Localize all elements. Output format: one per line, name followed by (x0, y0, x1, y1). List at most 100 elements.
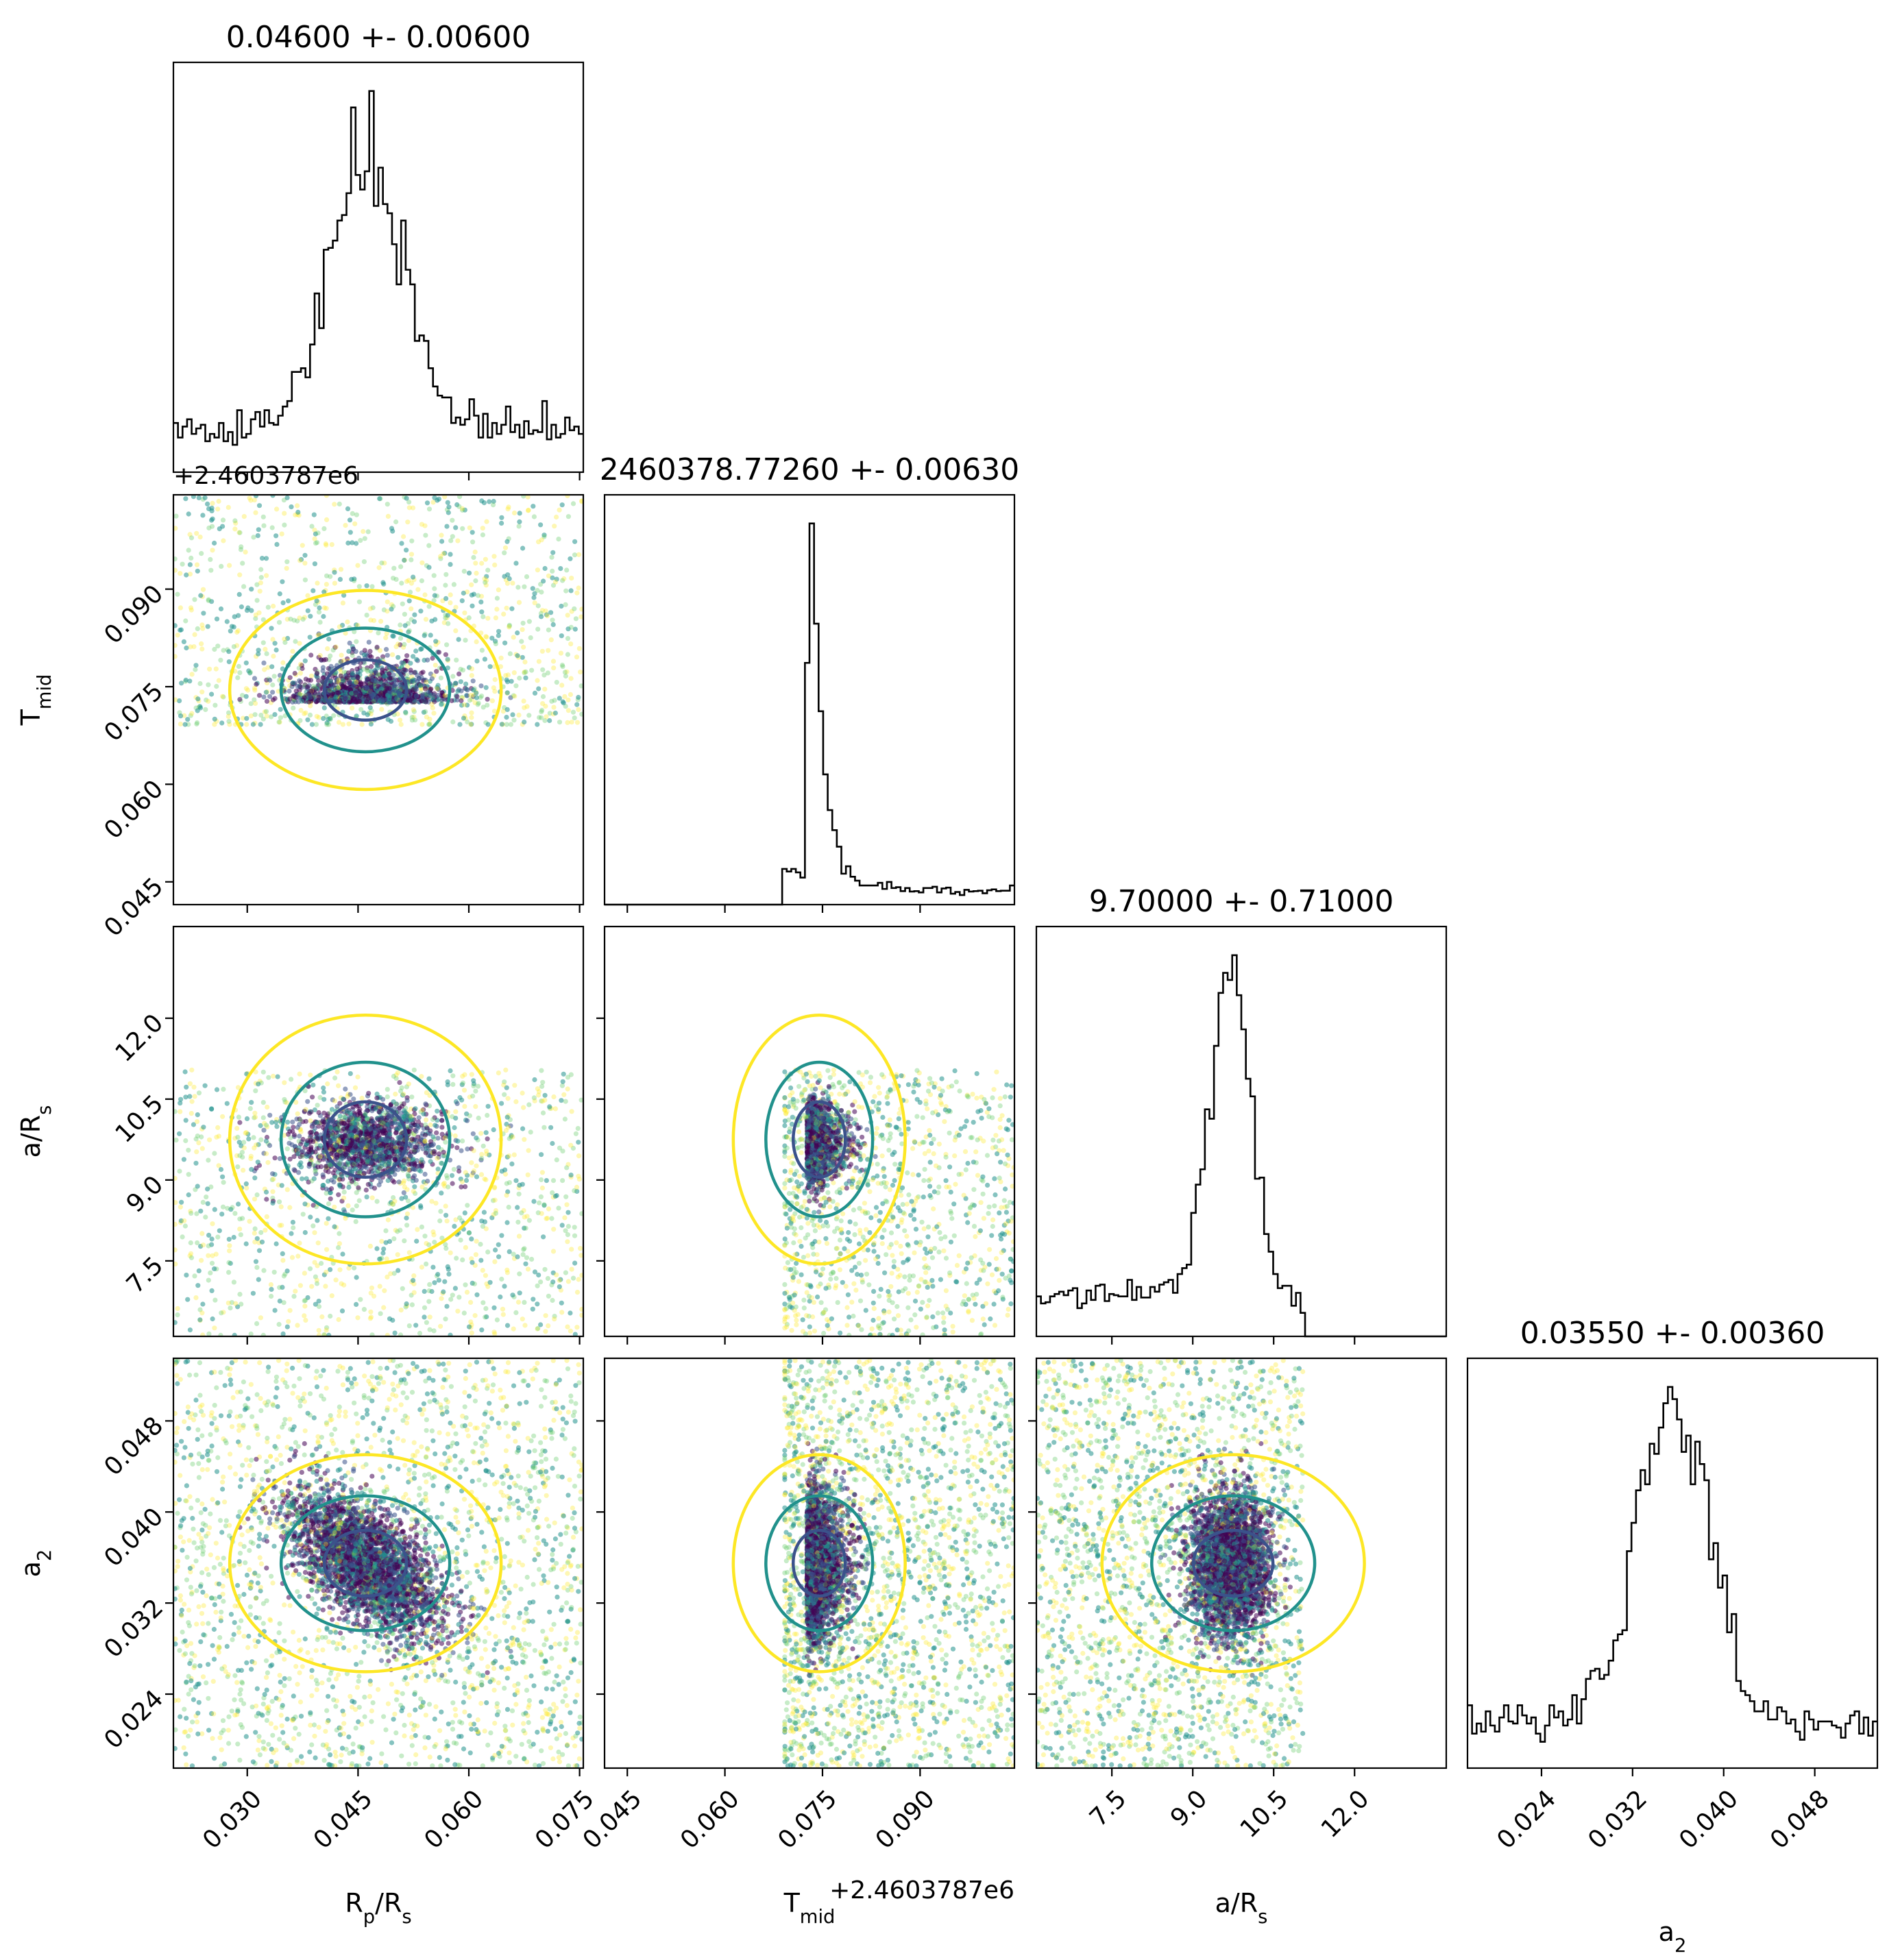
sample-point (445, 657, 450, 662)
sample-point (403, 1110, 409, 1116)
sample-point (480, 614, 486, 620)
sample-point (182, 1069, 188, 1075)
sample-point (332, 1204, 337, 1210)
sample-point (521, 495, 526, 499)
sample-point (545, 670, 551, 676)
sample-point (235, 675, 241, 681)
sample-point (562, 694, 568, 700)
sample-point (312, 536, 317, 541)
sample-point (213, 1251, 219, 1257)
sample-point (511, 1152, 517, 1157)
sample-point (465, 1147, 470, 1152)
sample-point (200, 1199, 206, 1205)
sample-point (332, 1224, 337, 1229)
sample-point (570, 709, 576, 715)
sample-point (346, 1184, 352, 1190)
sample-point (316, 1327, 321, 1333)
sample-point (543, 1329, 548, 1334)
sample-point (369, 1285, 375, 1290)
sample-point (402, 1184, 408, 1190)
sample-point (427, 1282, 433, 1287)
sample-point (474, 1135, 479, 1140)
sample-point (260, 1069, 266, 1075)
sample-point (282, 636, 287, 642)
sample-point (192, 632, 197, 637)
sample-point (181, 1157, 186, 1162)
sample-point (182, 722, 188, 727)
sample-point (480, 1223, 486, 1229)
sample-point (178, 571, 183, 576)
sample-point (260, 514, 266, 519)
sample-point (385, 502, 390, 507)
sample-point (428, 1149, 434, 1154)
sample-point (397, 1105, 402, 1111)
sample-point (456, 1295, 462, 1300)
sample-point (377, 1256, 382, 1262)
sample-point (368, 617, 374, 623)
sample-point (494, 596, 500, 601)
sample-point (499, 1101, 504, 1106)
sample-point (346, 1265, 352, 1271)
sample-point (206, 598, 211, 604)
sample-point (499, 1233, 504, 1238)
sample-point (326, 1216, 331, 1221)
sample-point (521, 1208, 526, 1213)
sample-point (226, 1300, 231, 1306)
sample-point (252, 700, 258, 706)
sample-point (311, 512, 317, 517)
sample-point (341, 1097, 346, 1102)
sample-point (539, 707, 545, 713)
sample-point (493, 615, 499, 621)
sample-point (221, 538, 226, 543)
sample-point (462, 1072, 467, 1077)
sample-point (483, 1226, 489, 1232)
sample-point (264, 1197, 269, 1202)
sample-point (463, 1245, 469, 1250)
sample-point (187, 572, 193, 577)
sample-point (186, 548, 191, 553)
sample-point (280, 1331, 286, 1336)
sample-point (333, 694, 339, 700)
sample-point (472, 1313, 478, 1319)
sample-point (465, 1118, 470, 1123)
sample-point (188, 555, 194, 561)
sample-point (345, 619, 350, 625)
sample-point (178, 1101, 183, 1106)
sample-point (356, 1198, 362, 1203)
sample-point (576, 1277, 581, 1282)
sample-point (391, 604, 396, 609)
sample-point (391, 1195, 396, 1201)
sample-point (366, 1169, 372, 1175)
sample-point (224, 619, 230, 624)
sample-point (185, 1297, 191, 1302)
sample-point (175, 591, 180, 597)
sample-point (427, 722, 433, 727)
sample-point (378, 690, 384, 696)
sample-point (521, 1105, 526, 1110)
sample-point (241, 715, 246, 721)
sample-point (200, 587, 206, 592)
sample-point (386, 1116, 391, 1122)
sample-point (178, 627, 183, 633)
sample-point (471, 1078, 476, 1083)
sample-point (306, 699, 312, 705)
sample-point (239, 1143, 244, 1149)
sample-point (474, 659, 480, 664)
sample-point (321, 613, 326, 620)
sample-point (473, 578, 478, 584)
sample-point (559, 1083, 565, 1088)
sample-point (496, 628, 502, 634)
sample-point (565, 652, 571, 657)
sample-point (202, 495, 208, 500)
sample-point (226, 1270, 232, 1275)
sample-point (238, 547, 244, 552)
sample-point (263, 1227, 268, 1233)
sample-point (496, 1070, 502, 1076)
sample-point (178, 1218, 184, 1223)
sample-point (485, 1249, 491, 1255)
sample-point (328, 574, 333, 579)
sample-point (258, 1229, 264, 1236)
sample-point (525, 1172, 531, 1177)
sample-point (265, 1160, 271, 1165)
sample-point (269, 626, 274, 631)
